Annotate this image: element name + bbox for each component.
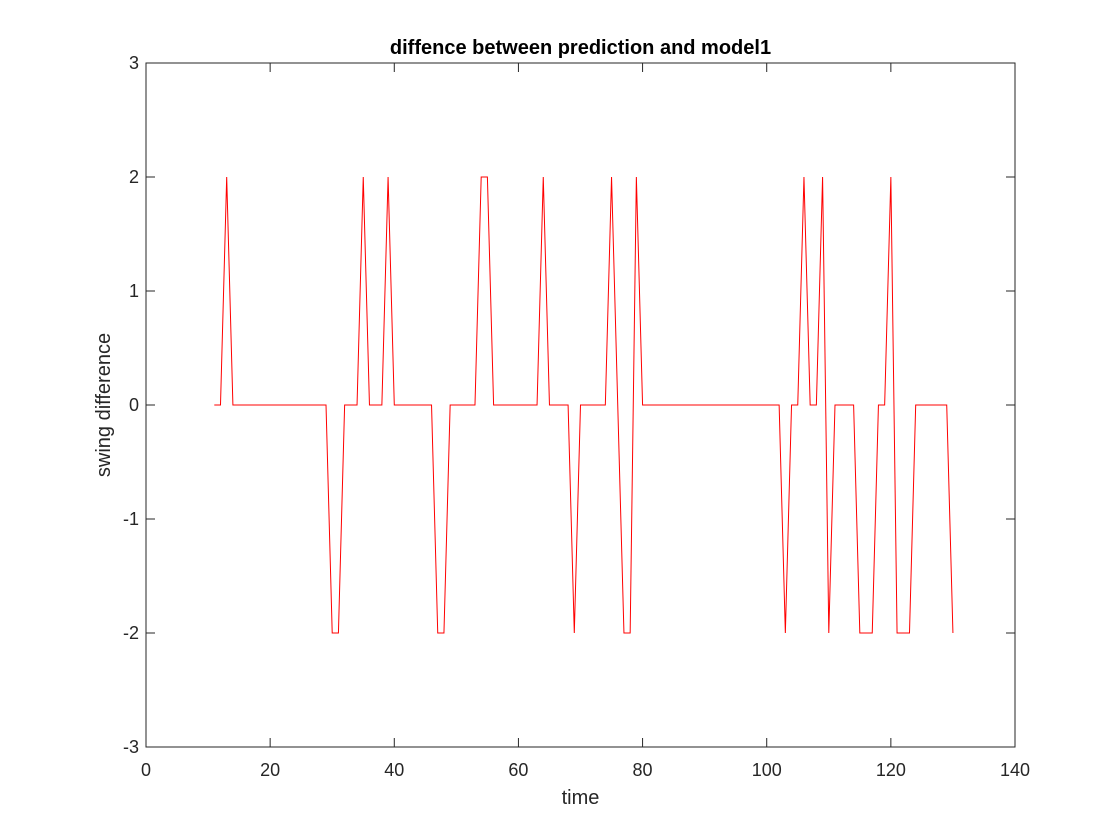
x-axis-label: time <box>562 787 600 809</box>
x-tick-label: 40 <box>384 760 404 780</box>
chart-title: diffence between prediction and model1 <box>390 37 771 59</box>
x-tick-label: 80 <box>633 760 653 780</box>
series-layer <box>214 176 954 634</box>
tick-labels-layer: 0 20 40 60 80 100 120 140 -3 -2 -1 0 1 2 3 <box>123 53 1030 780</box>
x-tick-label: 20 <box>260 760 280 780</box>
x-tick-label: 100 <box>752 760 782 780</box>
y-tick-label: 3 <box>129 53 139 73</box>
x-tick-label: 60 <box>508 760 528 780</box>
x-tick-label: 140 <box>1000 760 1030 780</box>
axes-box <box>145 62 1016 748</box>
y-axis-label: swing difference <box>93 333 115 477</box>
y-tick-label: -1 <box>123 509 139 529</box>
y-tick-label: 2 <box>129 167 139 187</box>
y-tick-label: 0 <box>129 395 139 415</box>
y-tick-label: -3 <box>123 737 139 757</box>
y-tick-label: -2 <box>123 623 139 643</box>
x-tick-label: 0 <box>141 760 151 780</box>
series-line-1 <box>214 176 954 634</box>
x-tick-label: 120 <box>876 760 906 780</box>
y-tick-label: 1 <box>129 281 139 301</box>
